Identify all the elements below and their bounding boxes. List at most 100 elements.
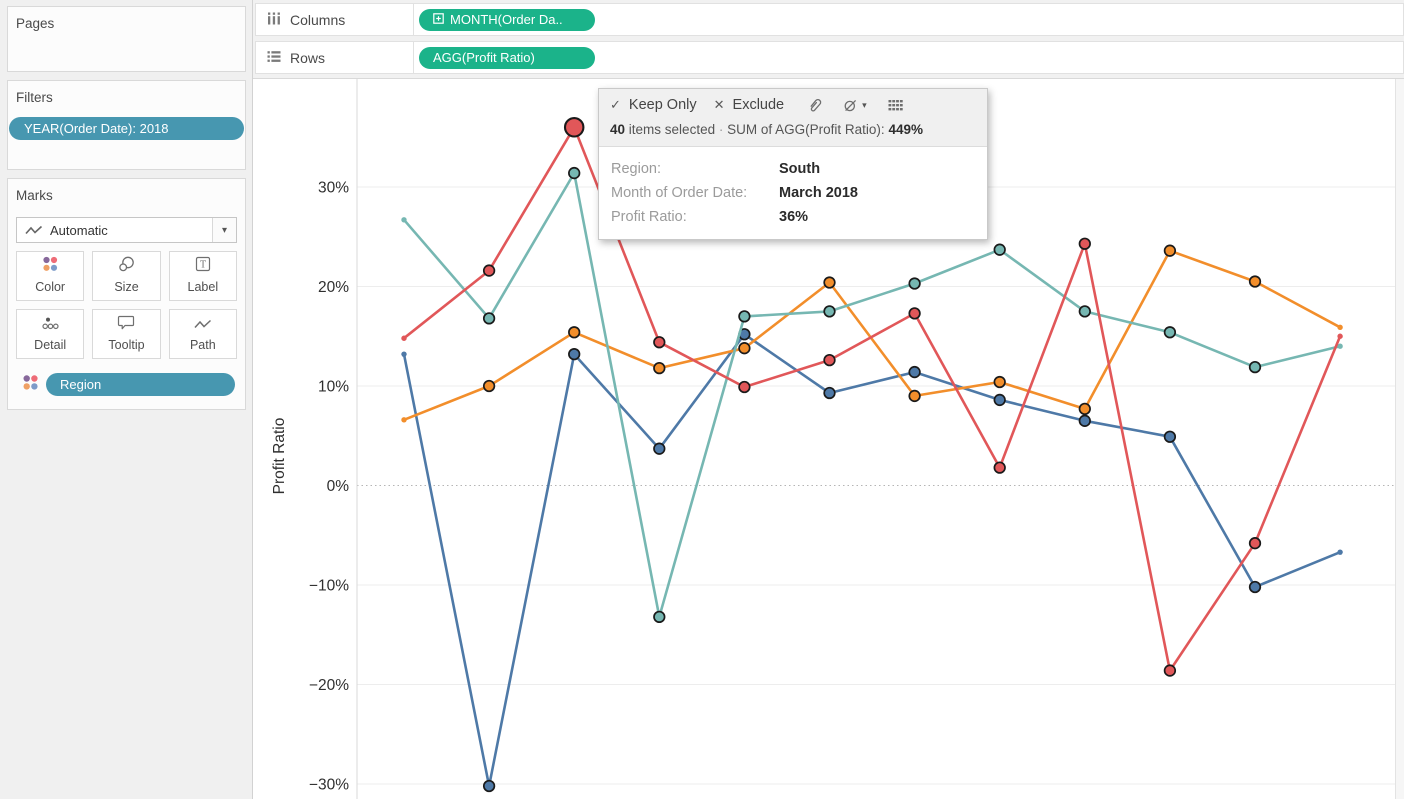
data-point-focused[interactable] bbox=[563, 117, 585, 138]
exclude-button[interactable]: ✕ Exclude bbox=[714, 97, 785, 113]
detail-button[interactable]: Detail bbox=[16, 309, 85, 359]
marks-buttons: Color Size T bbox=[16, 251, 237, 359]
label-button[interactable]: T Label bbox=[168, 251, 237, 301]
data-point[interactable] bbox=[738, 380, 751, 394]
set-caret-icon: ▾ bbox=[862, 99, 867, 110]
data-point[interactable] bbox=[568, 348, 581, 361]
path-button[interactable]: Path bbox=[168, 309, 237, 359]
tooltip-field-row: Profit Ratio: 36% bbox=[611, 205, 977, 229]
view-data-grid-icon bbox=[888, 99, 903, 110]
path-button-label: Path bbox=[189, 338, 216, 352]
data-point[interactable] bbox=[653, 336, 666, 349]
filter-pill-year-order-date[interactable]: YEAR(Order Date): 2018 bbox=[9, 117, 244, 140]
data-point[interactable] bbox=[1078, 402, 1091, 416]
sidebar: Pages Filters YEAR(Order Date): 2018 Mar… bbox=[0, 0, 253, 799]
data-point[interactable] bbox=[1163, 244, 1177, 257]
series-line-orange[interactable] bbox=[402, 249, 1342, 422]
size-button[interactable]: Size bbox=[92, 251, 161, 301]
data-point-unselected[interactable] bbox=[1337, 343, 1343, 349]
data-point[interactable] bbox=[908, 365, 921, 379]
data-point-unselected[interactable] bbox=[1337, 333, 1343, 339]
data-point[interactable] bbox=[993, 393, 1006, 407]
y-axis-title: Profit Ratio bbox=[271, 418, 288, 495]
y-tick-label: −10% bbox=[309, 578, 349, 595]
data-point[interactable] bbox=[568, 326, 581, 339]
shelves-area: Columns MONTH(Order Da.. bbox=[253, 0, 1404, 78]
y-tick-label: 30% bbox=[318, 180, 349, 197]
columns-shelf[interactable]: Columns MONTH(Order Da.. bbox=[255, 3, 1404, 36]
selected-text: items selected bbox=[628, 122, 716, 137]
data-point-unselected[interactable] bbox=[401, 351, 407, 357]
group-members-button[interactable] bbox=[807, 97, 822, 113]
data-point[interactable] bbox=[1078, 414, 1091, 427]
data-point[interactable] bbox=[653, 361, 666, 375]
data-point[interactable] bbox=[1163, 430, 1177, 443]
data-point[interactable] bbox=[653, 442, 666, 455]
mark-type-caret-icon[interactable]: ▾ bbox=[212, 218, 236, 242]
rows-pill-agg-profit-ratio[interactable]: AGG(Profit Ratio) bbox=[419, 46, 595, 69]
data-point-unselected[interactable] bbox=[1337, 324, 1343, 330]
field-label: Region: bbox=[611, 161, 661, 177]
paperclip-icon bbox=[810, 98, 822, 112]
data-point[interactable] bbox=[738, 342, 751, 355]
keep-only-button[interactable]: ✓ Keep Only bbox=[610, 97, 697, 113]
mark-type-dropdown[interactable]: Automatic ▾ bbox=[16, 217, 237, 243]
data-point[interactable] bbox=[738, 310, 751, 323]
data-point[interactable] bbox=[1078, 305, 1091, 318]
data-point-unselected[interactable] bbox=[1337, 549, 1343, 555]
data-point[interactable] bbox=[1248, 360, 1262, 374]
data-point[interactable] bbox=[482, 779, 496, 793]
data-point[interactable] bbox=[568, 166, 581, 180]
marks-title: Marks bbox=[16, 188, 53, 203]
data-point[interactable] bbox=[1248, 275, 1262, 288]
data-point[interactable] bbox=[993, 243, 1006, 256]
color-button[interactable]: Color bbox=[16, 251, 85, 301]
y-tick-label: 0% bbox=[327, 478, 350, 495]
filters-title: Filters bbox=[16, 90, 53, 105]
data-point-unselected[interactable] bbox=[401, 217, 407, 223]
data-point[interactable] bbox=[823, 305, 836, 318]
rows-shelf[interactable]: Rows AGG(Profit Ratio) bbox=[255, 41, 1404, 74]
series-line-teal[interactable] bbox=[402, 171, 1342, 619]
data-point[interactable] bbox=[1248, 537, 1262, 550]
series-line-red[interactable] bbox=[402, 125, 1342, 672]
tooltip-button[interactable]: Tooltip bbox=[92, 309, 161, 359]
columns-pill-month-order-date[interactable]: MONTH(Order Da.. bbox=[419, 8, 595, 31]
tooltip-body: Region: South Month of Order Date: March… bbox=[599, 147, 987, 239]
set-icon bbox=[844, 99, 857, 111]
tooltip-field-row: Month of Order Date: March 2018 bbox=[611, 181, 977, 205]
data-point[interactable] bbox=[993, 461, 1006, 474]
region-pill[interactable]: Region bbox=[46, 373, 235, 396]
chart-canvas[interactable]: 30% 20% 10% 0% −10% −20% −30% Profit Ratio bbox=[253, 78, 1404, 799]
data-point[interactable] bbox=[908, 277, 921, 290]
data-point[interactable] bbox=[482, 379, 496, 393]
data-point-unselected[interactable] bbox=[401, 335, 407, 341]
data-point[interactable] bbox=[1248, 580, 1262, 594]
profit-ratio-line-chart[interactable]: 30% 20% 10% 0% −10% −20% −30% Profit Ratio bbox=[253, 79, 1404, 799]
data-point[interactable] bbox=[823, 386, 836, 400]
field-value: 36% bbox=[779, 209, 809, 225]
data-point[interactable] bbox=[653, 610, 666, 623]
pages-shelf[interactable]: Pages bbox=[7, 6, 246, 72]
data-point[interactable] bbox=[1078, 237, 1091, 250]
view-data-button[interactable] bbox=[888, 99, 903, 112]
create-set-button[interactable]: ▾ bbox=[843, 98, 867, 113]
tooltip-button-label: Tooltip bbox=[108, 338, 145, 352]
data-point[interactable] bbox=[823, 276, 836, 289]
data-point[interactable] bbox=[993, 375, 1006, 389]
data-point-unselected[interactable] bbox=[401, 417, 407, 423]
data-point[interactable] bbox=[1163, 664, 1177, 677]
data-point[interactable] bbox=[482, 264, 496, 277]
data-point[interactable] bbox=[823, 353, 836, 367]
summary-separator: · bbox=[718, 122, 724, 137]
series-line-blue[interactable] bbox=[402, 333, 1342, 788]
tooltip-command-row: ✓ Keep Only ✕ Exclude bbox=[610, 97, 977, 113]
filters-shelf[interactable]: Filters YEAR(Order Date): 2018 bbox=[7, 80, 246, 170]
data-point[interactable] bbox=[1163, 326, 1177, 339]
data-point[interactable] bbox=[482, 312, 496, 325]
y-tick-label: −30% bbox=[309, 777, 349, 794]
data-point[interactable] bbox=[908, 307, 921, 320]
label-button-label: Label bbox=[187, 280, 219, 294]
data-point[interactable] bbox=[908, 389, 921, 403]
